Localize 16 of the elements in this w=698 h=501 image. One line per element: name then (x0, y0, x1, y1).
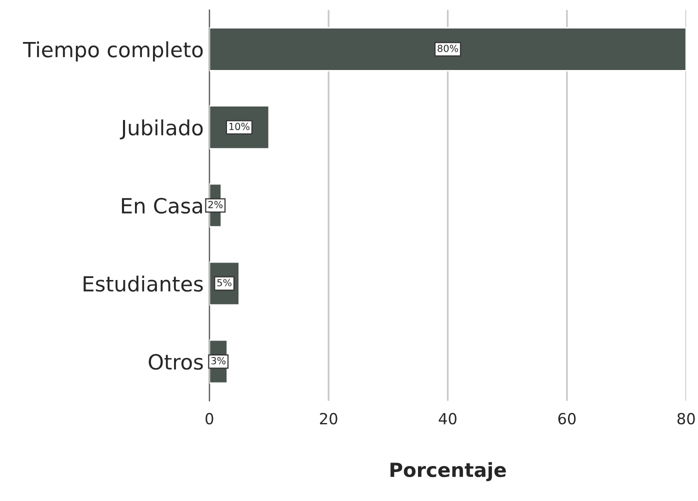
data-label: 10% (229, 122, 250, 130)
y-tick-label: Tiempo completo (22, 41, 203, 62)
data-label: 2% (208, 200, 223, 208)
x-tick-label: 60 (558, 412, 576, 424)
data-label: 5% (217, 278, 232, 286)
y-tick-label: Jubilado (120, 119, 203, 140)
y-tick-label: Estudiantes (84, 276, 203, 292)
x-tick-label: 0 (206, 412, 214, 424)
data-label: 3% (211, 357, 226, 364)
x-tick-label: 20 (320, 412, 338, 424)
x-axis-title: Porcentaje (390, 462, 506, 482)
x-tick-label: 40 (438, 412, 456, 424)
x-tick-label: 80 (677, 412, 695, 424)
data-label: 80% (438, 44, 458, 52)
y-tick-label: Otros (148, 354, 203, 370)
y-tick-label: En Casa (122, 198, 202, 214)
